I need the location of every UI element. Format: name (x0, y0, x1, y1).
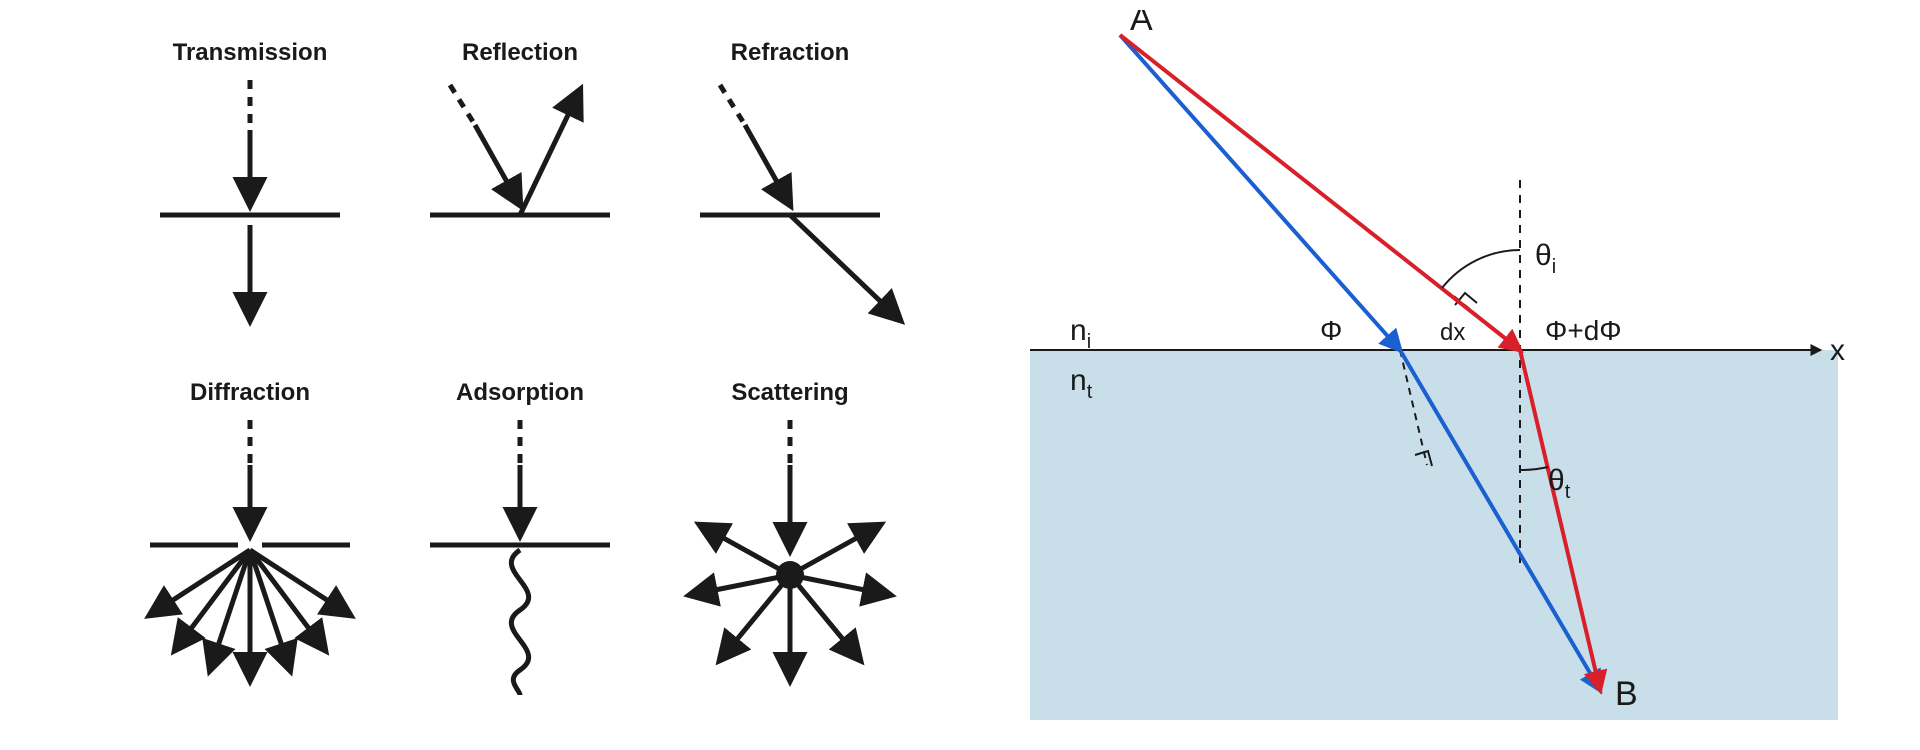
phenomena-grid: Transmission Reflection Refraction Diffr… (120, 30, 940, 720)
figure-canvas: Transmission Reflection Refraction Diffr… (0, 0, 1920, 750)
label-phi-dphi: Φ+dΦ (1545, 315, 1622, 346)
red-ray-incident (1120, 35, 1520, 350)
blue-ray-incident (1120, 35, 1400, 350)
theta-i-arc (1442, 250, 1520, 288)
label-theta-i: θi (1535, 239, 1556, 278)
diffraction-icon: Diffraction (150, 379, 350, 680)
label-dx: dx (1440, 319, 1465, 346)
label-ni: ni (1070, 314, 1091, 353)
scattering-label: Scattering (731, 379, 848, 406)
diffraction-label: Diffraction (190, 379, 310, 406)
label-A: A (1130, 10, 1153, 38)
refraction-label: Refraction (731, 39, 850, 66)
label-phi: Φ (1320, 315, 1342, 346)
adsorption-label: Adsorption (456, 379, 584, 406)
adsorption-icon: Adsorption (430, 379, 610, 695)
reflection-icon: Reflection (430, 39, 610, 215)
transmission-icon: Transmission (160, 39, 340, 320)
snell-diagram: A B x ni nt θi θt Φ Φ+dΦ dx (1000, 10, 1880, 730)
label-x: x (1830, 334, 1845, 367)
reflection-label: Reflection (462, 39, 578, 66)
label-B: B (1615, 675, 1638, 713)
scattering-icon: Scattering (690, 379, 890, 680)
transmission-label: Transmission (173, 39, 328, 66)
refraction-icon: Refraction (700, 39, 900, 320)
